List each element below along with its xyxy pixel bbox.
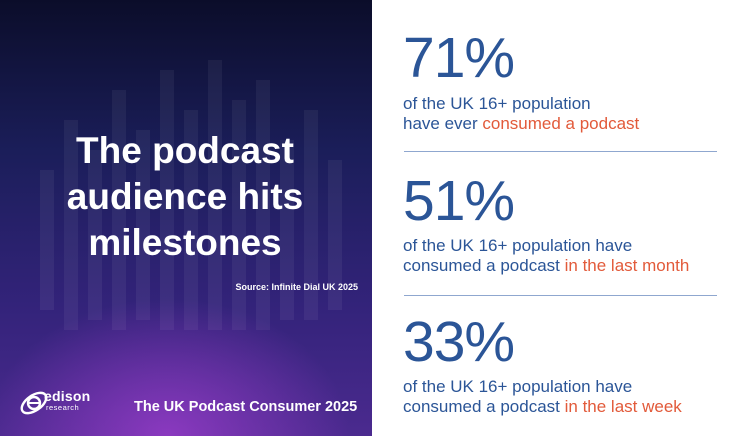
stat-description: of the UK 16+ population have ever consu… <box>403 94 723 134</box>
stat-desc-prefix: have ever <box>403 114 483 133</box>
stat-desc-highlight: consumed a podcast <box>482 114 640 133</box>
divider <box>404 151 717 152</box>
stats-panel: 71% of the UK 16+ population have ever c… <box>372 0 735 436</box>
headline-line-1: The podcast <box>76 130 294 171</box>
stat-description: of the UK 16+ population have consumed a… <box>403 236 723 276</box>
stat-description: of the UK 16+ population have consumed a… <box>403 377 723 417</box>
stat-desc-line-1: of the UK 16+ population have <box>403 377 633 396</box>
stat-desc-highlight: in the last month <box>564 256 690 275</box>
stat-desc-line-1: of the UK 16+ population have <box>403 236 633 255</box>
logo-subtitle: research <box>46 403 80 412</box>
stat-value: 71% <box>403 26 515 90</box>
headline: The podcast audience hits milestones <box>20 128 350 266</box>
stat-desc-line-1: of the UK 16+ population <box>403 94 591 113</box>
headline-line-3: milestones <box>88 222 282 263</box>
audio-bars-background <box>0 0 372 436</box>
divider <box>404 295 717 296</box>
hero-panel: The podcast audience hits milestones Sou… <box>0 0 372 436</box>
stat-desc-prefix: consumed a podcast <box>403 397 565 416</box>
stat-last-week: 33% of the UK 16+ population have consum… <box>403 314 723 417</box>
stat-desc-highlight: in the last week <box>564 397 682 416</box>
logo-wordmark: edison <box>44 388 91 404</box>
edison-logo-icon <box>20 391 48 415</box>
stat-last-month: 51% of the UK 16+ population have consum… <box>403 173 723 276</box>
report-title: The UK Podcast Consumer 2025 <box>134 399 358 415</box>
stat-value: 33% <box>403 310 515 374</box>
source-note: Source: Infinite Dial UK 2025 <box>235 282 358 292</box>
headline-line-2: audience hits <box>66 176 304 217</box>
stat-desc-prefix: consumed a podcast <box>403 256 565 275</box>
stat-value: 51% <box>403 169 515 233</box>
stat-ever: 71% of the UK 16+ population have ever c… <box>403 30 723 134</box>
